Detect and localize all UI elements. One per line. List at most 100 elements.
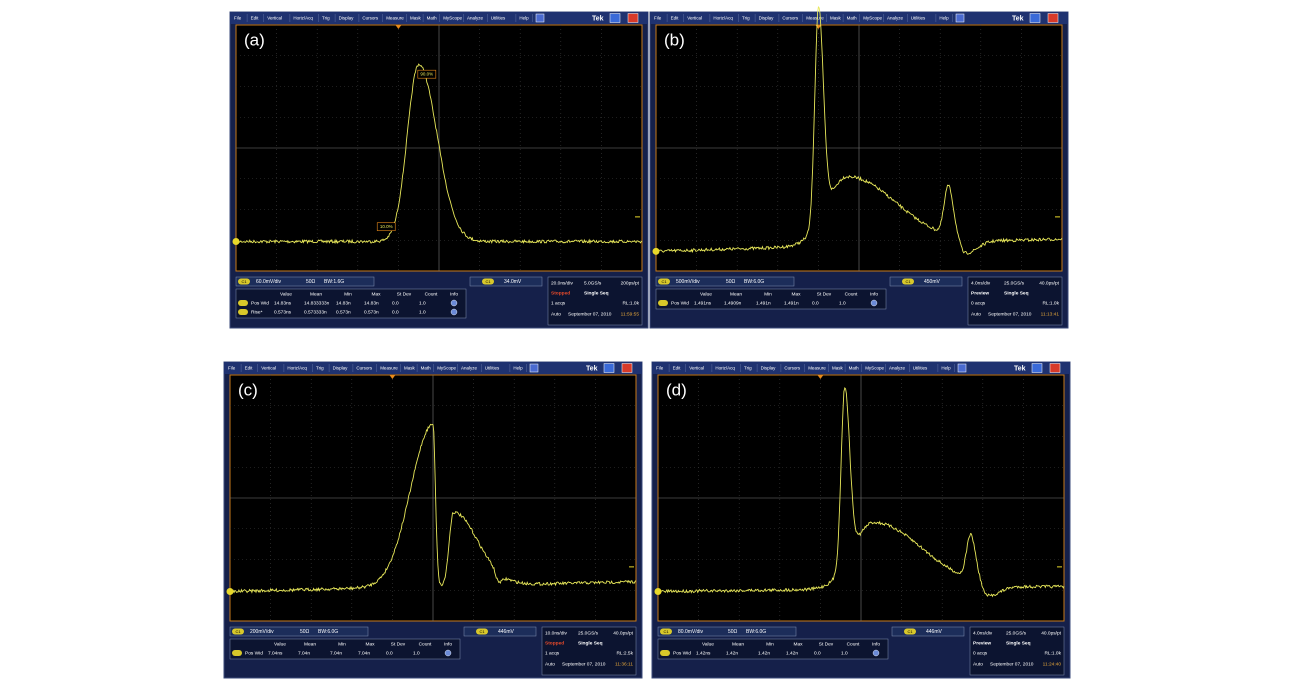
menu-item: Cursors <box>356 366 373 371</box>
brand: Tek <box>1012 15 1024 22</box>
measure-cell: 1.491n <box>784 300 799 306</box>
menu-item: Utilities <box>911 16 926 21</box>
trigger-mode: Auto <box>971 311 981 317</box>
acq-state: Preview <box>973 640 991 646</box>
measure-header: Mean <box>310 291 322 297</box>
time: 11:24:40 <box>1043 661 1062 667</box>
close-button[interactable] <box>1048 14 1058 23</box>
sample-rate: 5.0GS/s <box>584 280 602 286</box>
measure-header: Count <box>425 291 438 297</box>
info-button[interactable] <box>451 300 457 306</box>
menu-item: MyScope <box>865 366 884 371</box>
minimize-button[interactable] <box>1030 14 1040 23</box>
menu-item: File <box>656 366 664 371</box>
menu-item: Vertical <box>261 366 276 371</box>
badge <box>238 300 248 306</box>
menu-button[interactable] <box>536 14 544 22</box>
measure-header: Value <box>274 641 286 647</box>
close-button[interactable] <box>622 364 632 373</box>
info-button[interactable] <box>873 650 879 656</box>
measure-cell: 1.0 <box>841 650 848 656</box>
bandwidth: BW:6.0G <box>318 629 338 635</box>
menu-item: File <box>234 16 242 21</box>
impedance: 50Ω <box>300 629 310 635</box>
menu-item: Utilities <box>491 16 506 21</box>
bandwidth: BW:1.6G <box>324 279 344 285</box>
menu-item: Measure <box>380 366 398 371</box>
annotation: 90.0% <box>420 71 433 76</box>
acq-count: 1 acqs <box>551 300 566 306</box>
measure-header: St Dev <box>817 291 832 297</box>
menu-item: Display <box>761 366 777 371</box>
measure-header: St Dev <box>391 641 406 647</box>
trigger-level-text: 450mV <box>924 279 941 285</box>
menu-item: Display <box>333 366 349 371</box>
menu-item: Mask <box>404 366 416 371</box>
measure-cell: 1.491n <box>756 300 771 306</box>
resolution: 40.0ps/pt <box>1041 630 1061 636</box>
acq-count: 1 acqs <box>545 650 560 656</box>
minimize-button[interactable] <box>610 14 620 23</box>
measure-cell: 1.4909n <box>724 300 742 306</box>
info-button[interactable] <box>445 650 451 656</box>
resolution: 200ps/pt <box>621 280 640 286</box>
measure-header: Value <box>700 291 712 297</box>
time-per-div: 4.0ns/div <box>971 280 991 286</box>
measure-cell: 14.83ns <box>274 300 292 306</box>
menu-item: Utilities <box>485 366 500 371</box>
menu-item: Math <box>427 16 438 21</box>
info-button[interactable] <box>451 309 457 315</box>
close-button[interactable] <box>628 14 638 23</box>
record-length: RL:1.0k <box>622 300 639 306</box>
measure-cell: 7.04n <box>358 650 370 656</box>
menu-item: MyScope <box>863 16 882 21</box>
brand: Tek <box>592 15 604 22</box>
menu-item: Mask <box>410 16 422 21</box>
bandwidth: BW:6.0G <box>744 279 764 285</box>
menu-item: Cursors <box>784 366 801 371</box>
volts-per-div: 60.0mV/div <box>256 279 282 285</box>
sample-rate: 25.0GS/s <box>1006 630 1027 636</box>
badge <box>658 300 668 306</box>
time-per-div: 10.0ns/div <box>545 630 567 636</box>
measure-header: Info <box>872 641 880 647</box>
menu-item: File <box>228 366 236 371</box>
close-button[interactable] <box>1050 364 1060 373</box>
time: 11:13:41 <box>1041 311 1060 317</box>
minimize-button[interactable] <box>1032 364 1042 373</box>
badge-text: C1 <box>485 279 491 284</box>
badge-text: C1 <box>907 629 913 634</box>
badge-text: C1 <box>661 279 667 284</box>
menu-item: Analyze <box>889 366 906 371</box>
brand: Tek <box>1014 365 1026 372</box>
badge-text: C1 <box>905 279 911 284</box>
measure-cell: 1.0 <box>839 300 846 306</box>
measure-cell: 14.83n <box>336 300 351 306</box>
badge <box>232 650 242 656</box>
menu-item: Math <box>847 16 858 21</box>
menu-button[interactable] <box>956 14 964 22</box>
measure-cell: 1.491ns <box>694 300 712 306</box>
measure-cell: Rise* <box>251 309 263 315</box>
badge-text: C1 <box>663 629 669 634</box>
measure-cell: 1.0 <box>419 300 426 306</box>
menu-button[interactable] <box>958 364 966 372</box>
panel-label: (d) <box>666 380 687 399</box>
info-button[interactable] <box>871 300 877 306</box>
measure-cell: 7.04ns <box>268 650 283 656</box>
menu-item: Horiz/Acq <box>713 16 733 21</box>
menu-button[interactable] <box>530 364 538 372</box>
measure-header: St Dev <box>819 641 834 647</box>
channel-marker <box>653 248 660 255</box>
measure-cell: 1.0 <box>419 309 426 315</box>
acq-mode: Single Seq <box>1004 290 1029 296</box>
menu-item: Analyze <box>461 366 478 371</box>
menu-item: Horiz/Acq <box>715 366 735 371</box>
acq-mode: Single Seq <box>578 640 603 646</box>
menu-item: Analyze <box>467 16 484 21</box>
badge <box>660 650 670 656</box>
minimize-button[interactable] <box>604 364 614 373</box>
impedance: 50Ω <box>728 629 738 635</box>
trigger-level-text: 446mV <box>498 629 515 635</box>
